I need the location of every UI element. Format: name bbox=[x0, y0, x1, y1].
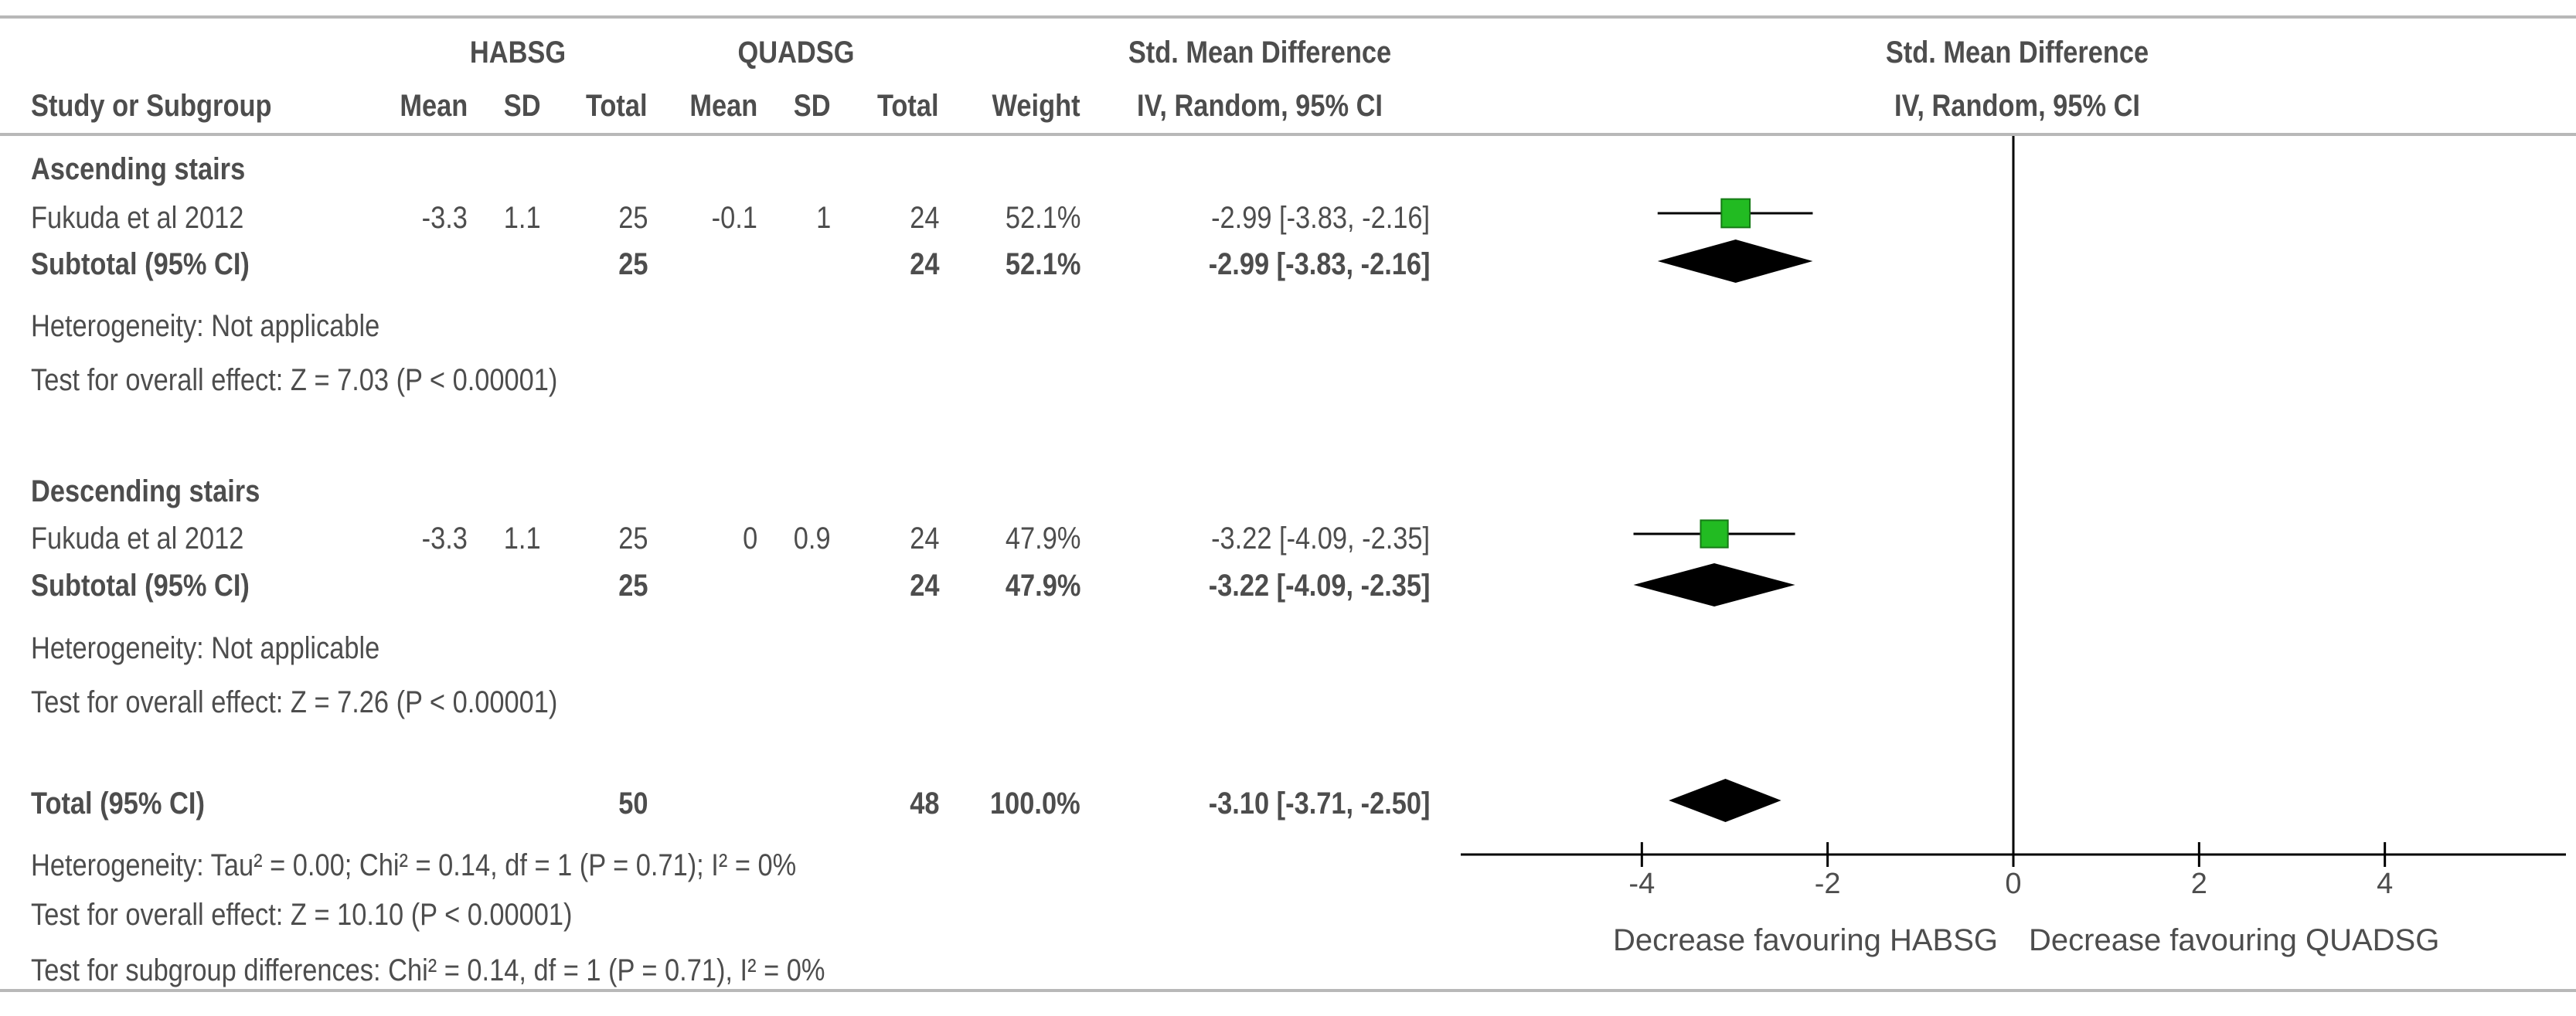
group2-header: QUADSG bbox=[737, 36, 855, 70]
study-name: Fukuda et al 2012 bbox=[31, 201, 244, 235]
study-total2: 24 bbox=[909, 201, 939, 235]
bottom-rule bbox=[0, 989, 2576, 992]
total-label: Total (95% CI) bbox=[31, 787, 205, 821]
study-mean2: 0 bbox=[742, 522, 757, 556]
header-rule bbox=[0, 133, 2576, 136]
study-sd1: 1.1 bbox=[504, 522, 541, 556]
col-total1: Total bbox=[586, 89, 648, 123]
total-total1: 50 bbox=[618, 787, 648, 821]
subtotal-weight: 52.1% bbox=[1005, 247, 1080, 281]
total-weight: 100.0% bbox=[990, 787, 1080, 821]
x-tick-label: 2 bbox=[2191, 868, 2207, 900]
study-weight: 52.1% bbox=[1005, 201, 1080, 235]
col-mean2: Mean bbox=[689, 89, 757, 123]
overall-effect-text: Test for overall effect: Z = 7.26 (P < 0… bbox=[31, 685, 558, 719]
subtotal-total1: 25 bbox=[618, 247, 648, 281]
subgroup-title: Descending stairs bbox=[31, 474, 260, 508]
subtotal-total2: 24 bbox=[909, 247, 939, 281]
col-effect-right: IV, Random, 95% CI bbox=[1894, 89, 2140, 123]
col-sd2: SD bbox=[794, 89, 831, 123]
favours-left-label: Decrease favouring HABSG bbox=[1613, 923, 1998, 957]
x-tick-label: 4 bbox=[2377, 868, 2393, 900]
subtotal-label: Subtotal (95% CI) bbox=[31, 247, 250, 281]
pooled-diamond bbox=[1669, 779, 1781, 822]
col-total2: Total bbox=[877, 89, 939, 123]
heterogeneity-text: Heterogeneity: Not applicable bbox=[31, 631, 380, 665]
pooled-diamond bbox=[1633, 563, 1795, 607]
study-marker bbox=[1700, 519, 1729, 549]
study-mean1: -3.3 bbox=[421, 201, 468, 235]
subtotal-label: Subtotal (95% CI) bbox=[31, 569, 250, 603]
subtotal-weight: 47.9% bbox=[1005, 569, 1080, 603]
x-tick-label: -2 bbox=[1815, 868, 1841, 900]
study-ci: -2.99 [-3.83, -2.16] bbox=[1210, 201, 1430, 235]
study-sd2: 0.9 bbox=[794, 522, 831, 556]
subtotal-ci: -3.22 [-4.09, -2.35] bbox=[1208, 569, 1430, 603]
col-mean1: Mean bbox=[400, 89, 468, 123]
subtotal-total2: 24 bbox=[909, 569, 939, 603]
heterogeneity-text: Heterogeneity: Not applicable bbox=[31, 309, 380, 343]
col-weight: Weight bbox=[992, 89, 1080, 123]
study-mean2: -0.1 bbox=[711, 201, 757, 235]
study-total1: 25 bbox=[618, 522, 648, 556]
col-sd1: SD bbox=[504, 89, 541, 123]
overall-effect-text: Test for overall effect: Z = 7.03 (P < 0… bbox=[31, 363, 558, 397]
study-sd2: 1 bbox=[815, 201, 831, 235]
study-total1: 25 bbox=[618, 201, 648, 235]
total-total2: 48 bbox=[909, 787, 939, 821]
x-tick-label: -4 bbox=[1628, 868, 1655, 900]
study-name: Fukuda et al 2012 bbox=[31, 522, 244, 556]
footer-heterogeneity: Heterogeneity: Tau² = 0.00; Chi² = 0.14,… bbox=[31, 848, 797, 882]
footer-subgroup-diff: Test for subgroup differences: Chi² = 0.… bbox=[31, 953, 825, 987]
subtotal-ci: -2.99 [-3.83, -2.16] bbox=[1208, 247, 1430, 281]
study-total2: 24 bbox=[909, 522, 939, 556]
total-ci: -3.10 [-3.71, -2.50] bbox=[1208, 787, 1430, 821]
group1-header: HABSG bbox=[469, 36, 567, 70]
subgroup-title: Ascending stairs bbox=[31, 152, 246, 186]
study-ci: -3.22 [-4.09, -2.35] bbox=[1210, 522, 1430, 556]
x-tick-label: 0 bbox=[2005, 868, 2021, 900]
effect-header-left: Std. Mean Difference bbox=[1128, 36, 1392, 70]
study-mean1: -3.3 bbox=[421, 522, 468, 556]
subtotal-total1: 25 bbox=[618, 569, 648, 603]
col-effect-left: IV, Random, 95% CI bbox=[1137, 89, 1383, 123]
footer-overall-effect: Test for overall effect: Z = 10.10 (P < … bbox=[31, 898, 573, 932]
study-marker bbox=[1720, 198, 1751, 229]
col-study: Study or Subgroup bbox=[31, 89, 272, 123]
study-weight: 47.9% bbox=[1005, 522, 1080, 556]
top-rule bbox=[0, 15, 2576, 19]
effect-header-right: Std. Mean Difference bbox=[1885, 36, 2149, 70]
pooled-diamond bbox=[1657, 240, 1813, 283]
study-sd1: 1.1 bbox=[504, 201, 541, 235]
favours-right-label: Decrease favouring QUADSG bbox=[2029, 923, 2439, 957]
